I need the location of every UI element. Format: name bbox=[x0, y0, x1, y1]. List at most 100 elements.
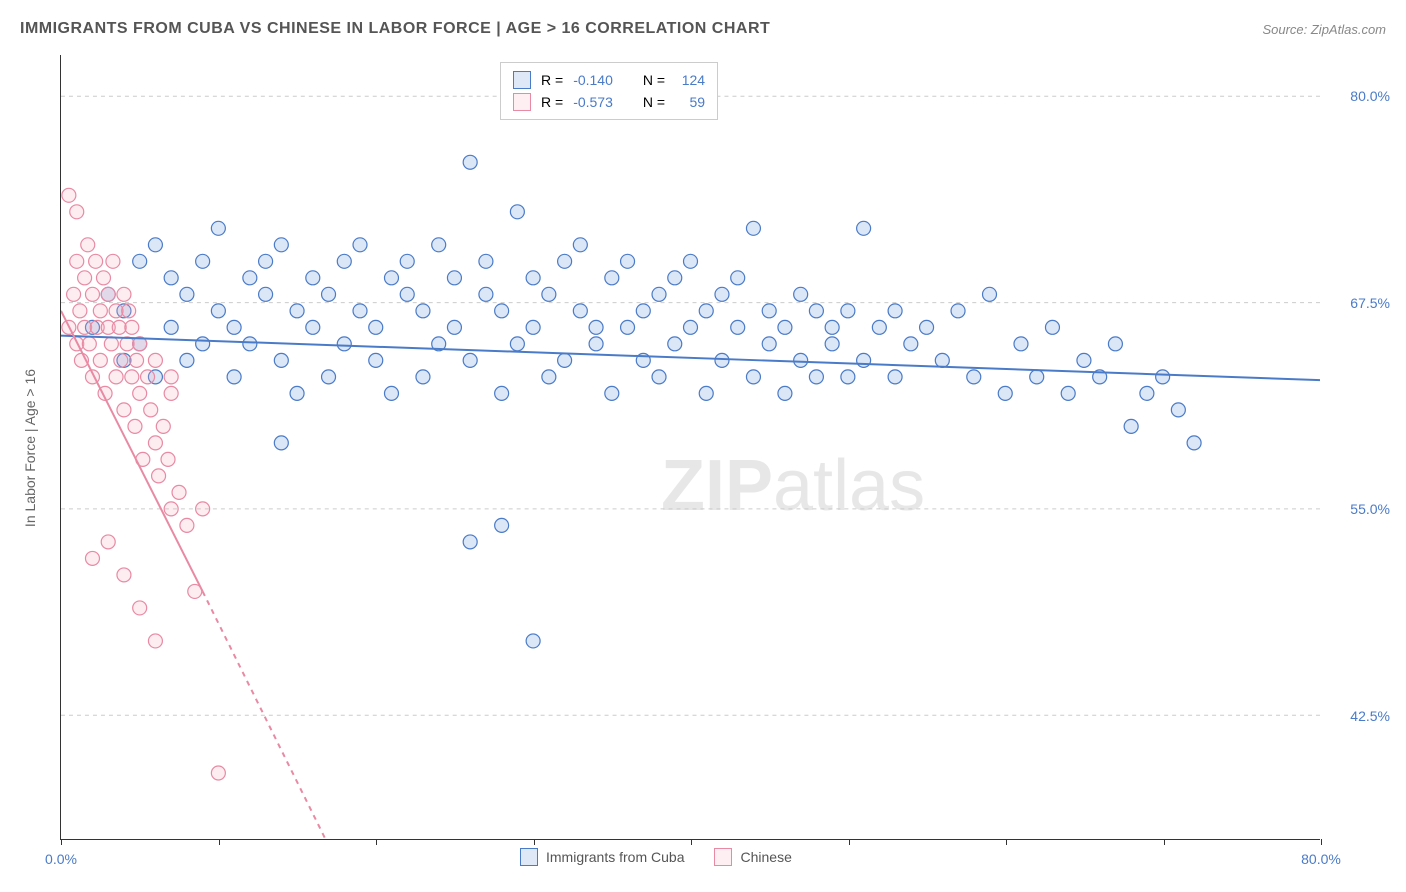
data-point-cuba bbox=[1014, 337, 1028, 351]
data-point-chinese bbox=[117, 287, 131, 301]
data-point-cuba bbox=[888, 370, 902, 384]
data-point-cuba bbox=[196, 337, 210, 351]
data-point-chinese bbox=[67, 287, 81, 301]
data-point-cuba bbox=[416, 304, 430, 318]
regression-line-chinese bbox=[61, 311, 203, 592]
chart-title: IMMIGRANTS FROM CUBA VS CHINESE IN LABOR… bbox=[20, 20, 770, 38]
y-axis-label: In Labor Force | Age > 16 bbox=[22, 369, 38, 527]
data-point-cuba bbox=[904, 337, 918, 351]
data-point-chinese bbox=[89, 254, 103, 268]
data-point-cuba bbox=[825, 320, 839, 334]
data-point-cuba bbox=[1045, 320, 1059, 334]
data-point-cuba bbox=[400, 287, 414, 301]
data-point-chinese bbox=[130, 353, 144, 367]
data-point-chinese bbox=[78, 271, 92, 285]
legend-series-label: Chinese bbox=[740, 849, 791, 865]
data-point-cuba bbox=[447, 271, 461, 285]
data-point-cuba bbox=[699, 386, 713, 400]
data-point-cuba bbox=[825, 337, 839, 351]
data-point-cuba bbox=[794, 287, 808, 301]
data-point-cuba bbox=[605, 271, 619, 285]
data-point-chinese bbox=[96, 271, 110, 285]
data-point-cuba bbox=[1077, 353, 1091, 367]
data-point-cuba bbox=[746, 370, 760, 384]
data-point-cuba bbox=[463, 353, 477, 367]
data-point-chinese bbox=[101, 535, 115, 549]
data-point-chinese bbox=[93, 304, 107, 318]
r-value: -0.140 bbox=[573, 72, 613, 88]
legend-swatch bbox=[513, 93, 531, 111]
legend-stat-row: R =-0.573N =59 bbox=[513, 91, 705, 113]
data-point-cuba bbox=[558, 254, 572, 268]
x-tick bbox=[534, 839, 535, 845]
data-point-cuba bbox=[778, 386, 792, 400]
data-point-cuba bbox=[369, 353, 383, 367]
data-point-chinese bbox=[70, 205, 84, 219]
data-point-cuba bbox=[589, 320, 603, 334]
data-point-chinese bbox=[156, 419, 170, 433]
plot-area: ZIPatlas 42.5%55.0%67.5%80.0% 0.0%80.0% bbox=[60, 55, 1320, 840]
data-point-cuba bbox=[243, 337, 257, 351]
legend-series-item: Chinese bbox=[714, 848, 791, 866]
data-point-cuba bbox=[762, 304, 776, 318]
data-point-cuba bbox=[479, 287, 493, 301]
x-tick bbox=[61, 839, 62, 845]
x-tick-label: 0.0% bbox=[45, 851, 77, 867]
data-point-chinese bbox=[125, 370, 139, 384]
data-point-chinese bbox=[70, 254, 84, 268]
data-point-cuba bbox=[1030, 370, 1044, 384]
legend-stats: R =-0.140N =124R =-0.573N =59 bbox=[500, 62, 718, 120]
x-tick bbox=[219, 839, 220, 845]
data-point-cuba bbox=[762, 337, 776, 351]
data-point-cuba bbox=[495, 386, 509, 400]
data-point-cuba bbox=[259, 287, 273, 301]
data-point-cuba bbox=[558, 353, 572, 367]
data-point-cuba bbox=[668, 271, 682, 285]
data-point-chinese bbox=[144, 403, 158, 417]
data-point-cuba bbox=[731, 320, 745, 334]
data-point-cuba bbox=[337, 337, 351, 351]
data-point-cuba bbox=[636, 304, 650, 318]
data-point-cuba bbox=[809, 304, 823, 318]
data-point-chinese bbox=[78, 320, 92, 334]
r-label: R = bbox=[541, 72, 563, 88]
data-point-chinese bbox=[164, 502, 178, 516]
data-point-cuba bbox=[211, 221, 225, 235]
data-point-chinese bbox=[101, 287, 115, 301]
data-point-cuba bbox=[621, 254, 635, 268]
data-point-cuba bbox=[526, 320, 540, 334]
x-tick bbox=[1164, 839, 1165, 845]
chart-svg bbox=[61, 55, 1320, 839]
x-tick bbox=[376, 839, 377, 845]
data-point-chinese bbox=[125, 320, 139, 334]
data-point-cuba bbox=[589, 337, 603, 351]
data-point-chinese bbox=[164, 370, 178, 384]
data-point-cuba bbox=[353, 238, 367, 252]
data-point-cuba bbox=[227, 370, 241, 384]
data-point-cuba bbox=[227, 320, 241, 334]
data-point-cuba bbox=[479, 254, 493, 268]
data-point-cuba bbox=[857, 353, 871, 367]
data-point-chinese bbox=[180, 518, 194, 532]
r-label: R = bbox=[541, 94, 563, 110]
data-point-chinese bbox=[106, 254, 120, 268]
data-point-cuba bbox=[322, 370, 336, 384]
data-point-cuba bbox=[1156, 370, 1170, 384]
data-point-cuba bbox=[668, 337, 682, 351]
data-point-cuba bbox=[495, 304, 509, 318]
data-point-chinese bbox=[112, 320, 126, 334]
data-point-cuba bbox=[526, 271, 540, 285]
data-point-cuba bbox=[384, 386, 398, 400]
data-point-cuba bbox=[180, 287, 194, 301]
data-point-chinese bbox=[148, 634, 162, 648]
data-point-cuba bbox=[699, 304, 713, 318]
legend-stat-row: R =-0.140N =124 bbox=[513, 69, 705, 91]
data-point-cuba bbox=[542, 287, 556, 301]
data-point-cuba bbox=[211, 304, 225, 318]
data-point-chinese bbox=[85, 287, 99, 301]
data-point-chinese bbox=[148, 436, 162, 450]
data-point-chinese bbox=[133, 386, 147, 400]
data-point-cuba bbox=[306, 271, 320, 285]
data-point-chinese bbox=[148, 353, 162, 367]
data-point-chinese bbox=[196, 502, 210, 516]
